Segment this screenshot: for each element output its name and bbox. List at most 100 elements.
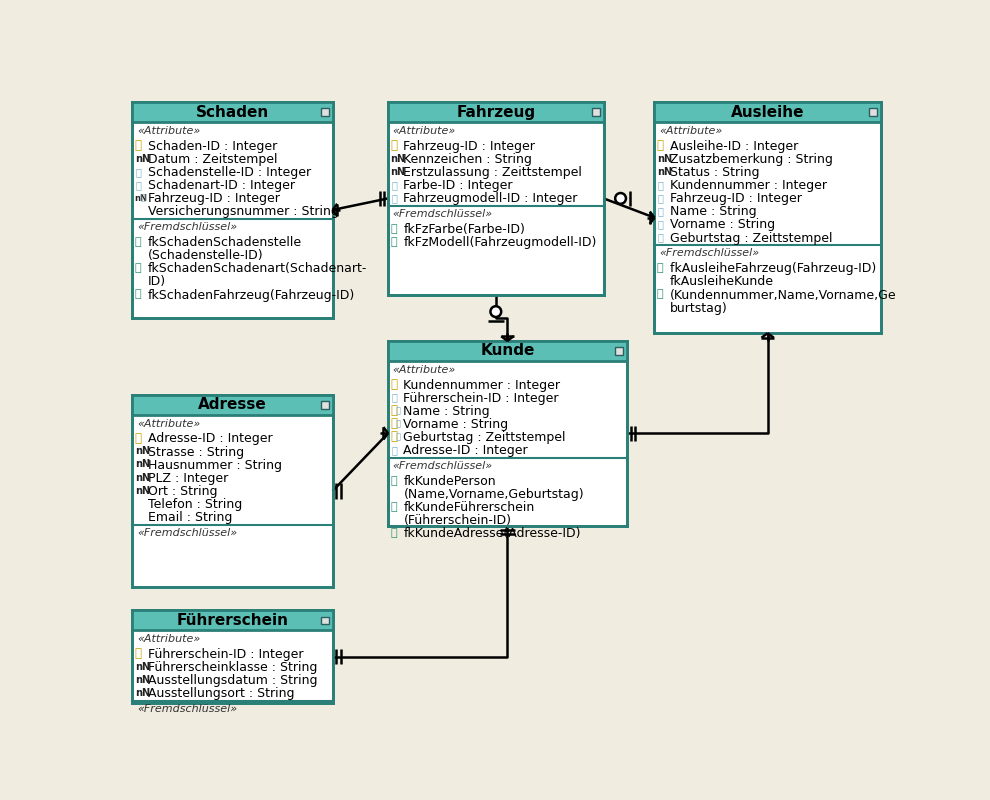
Text: Adresse-ID : Integer: Adresse-ID : Integer [148,433,272,446]
Text: Name : String: Name : String [404,405,490,418]
Text: «Attribute»: «Attribute» [393,126,455,136]
Text: 🔑: 🔑 [390,139,397,152]
Text: Kundennummer : Integer: Kundennummer : Integer [670,179,827,192]
Text: 🔑: 🔑 [390,404,397,417]
Text: 🔵: 🔵 [391,193,397,203]
Text: 🔑: 🔑 [135,139,142,152]
Bar [133,610,333,702]
Text: fkAusleiheKunde: fkAusleiheKunde [670,275,774,289]
Text: «Attribute»: «Attribute» [137,126,200,136]
Text: 🔵: 🔵 [136,167,142,177]
Bar [133,610,333,630]
Text: 🔑: 🔑 [135,647,142,660]
Text: Email : String: Email : String [148,511,233,524]
Bar [133,394,333,414]
Text: fkKundeAdresse(Adresse-ID): fkKundeAdresse(Adresse-ID) [404,527,581,540]
Text: nN: nN [390,167,406,177]
Text: Kundennummer : Integer: Kundennummer : Integer [404,378,560,391]
Bar [592,108,600,116]
Bar [869,108,877,116]
Bar [388,102,604,122]
Bar [133,102,333,122]
Text: Geburtstag : Zeittstempel: Geburtstag : Zeittstempel [404,431,566,444]
Text: 🔵: 🔵 [657,193,663,203]
Text: (Schadenstelle-ID): (Schadenstelle-ID) [148,250,263,262]
Text: Strasse : String: Strasse : String [148,446,244,458]
Text: Ausleihe-ID : Integer: Ausleihe-ID : Integer [670,140,798,153]
Text: 🔑: 🔑 [390,476,397,486]
Text: Ausstellungsdatum : String: Ausstellungsdatum : String [148,674,317,687]
Text: fkKundePerson: fkKundePerson [404,475,496,488]
Text: 🔑: 🔑 [656,139,663,152]
Text: 🔑: 🔑 [390,237,397,247]
Text: Versicherungsnummer : String: Versicherungsnummer : String [148,206,339,218]
Text: «Fremdschlüssel»: «Fremdschlüssel» [393,209,493,219]
Text: Adresse-ID : Integer: Adresse-ID : Integer [404,444,528,457]
Text: fkFzFarbe(Farbe-ID): fkFzFarbe(Farbe-ID) [404,223,526,236]
Text: Fahrzeug-ID : Integer: Fahrzeug-ID : Integer [670,192,802,206]
Text: Führerschein: Führerschein [176,613,288,628]
Bar [133,394,333,587]
Text: nN: nN [135,486,149,496]
Text: Name : String: Name : String [670,206,756,218]
Text: fkKundeFührerschein: fkKundeFührerschein [404,501,535,514]
Text: 🔑: 🔑 [390,430,397,443]
Text: nN: nN [135,446,149,456]
Text: nN: nN [135,688,149,698]
Text: Hausnummer : String: Hausnummer : String [148,458,282,472]
Text: nN: nN [656,154,672,164]
Text: Fahrzeug-ID : Integer: Fahrzeug-ID : Integer [148,192,279,206]
Text: 🔑: 🔑 [135,432,142,445]
Text: nN: nN [135,473,149,482]
Text: 🔵: 🔵 [391,445,397,455]
Text: nN: nN [135,459,149,470]
Text: 🔑: 🔑 [135,237,142,247]
Text: 🔵: 🔵 [391,393,397,402]
Text: Geburtstag : Zeittstempel: Geburtstag : Zeittstempel [670,231,833,245]
Text: Ausstellungsort : String: Ausstellungsort : String [148,687,294,700]
Text: PLZ : Integer: PLZ : Integer [148,472,228,485]
Text: Kunde: Kunde [480,343,535,358]
Text: Schaden-ID : Integer: Schaden-ID : Integer [148,140,277,153]
Text: Adresse: Adresse [198,398,267,412]
Text: 🔑: 🔑 [390,528,397,538]
Text: (Führerschein-ID): (Führerschein-ID) [404,514,512,527]
Text: 🔑: 🔑 [135,263,142,273]
Text: nN: nN [656,167,672,177]
Text: nN: nN [390,154,406,164]
Text: Schadenstelle-ID : Integer: Schadenstelle-ID : Integer [148,166,311,179]
Bar [133,102,333,318]
Text: Fahrzeug: Fahrzeug [456,105,536,120]
Text: 🔑: 🔑 [656,263,663,273]
Text: 🔑: 🔑 [390,417,397,430]
Text: Vorname : String: Vorname : String [404,418,509,431]
Text: Ausleihe: Ausleihe [731,105,805,120]
Text: 🔵: 🔵 [396,406,401,415]
Text: 🔵: 🔵 [657,180,663,190]
Text: 🔵: 🔵 [396,419,401,428]
Text: Schaden: Schaden [196,105,269,120]
Text: Fahrzeug-ID : Integer: Fahrzeug-ID : Integer [404,140,536,153]
Text: Status : String: Status : String [670,166,759,179]
Text: «Fremdschlüssel»: «Fremdschlüssel» [137,704,238,714]
Text: nN: nN [135,194,148,202]
Bar [321,401,329,409]
Text: fkSchadenSchadenstelle: fkSchadenSchadenstelle [148,236,302,249]
Text: Zusatzbemerkung : String: Zusatzbemerkung : String [670,153,833,166]
Circle shape [615,193,626,204]
Text: nN: nN [135,675,149,685]
Text: ID): ID) [148,275,166,289]
Text: fkSchadenFahrzeug(Fahrzeug-ID): fkSchadenFahrzeug(Fahrzeug-ID) [148,289,355,302]
Text: «Attribute»: «Attribute» [137,634,200,644]
Text: Ort : String: Ort : String [148,485,217,498]
Circle shape [490,306,501,317]
Bar [615,347,623,354]
Text: nN: nN [135,154,149,164]
Text: Vorname : String: Vorname : String [670,218,775,231]
Bar [654,102,881,333]
Text: Kennzeichen : String: Kennzeichen : String [404,153,533,166]
Text: 🔵: 🔵 [396,432,401,442]
Text: 🔑: 🔑 [390,378,397,391]
Bar [321,108,329,116]
Text: (Kundennummer,Name,Vorname,Ge: (Kundennummer,Name,Vorname,Ge [670,289,897,302]
